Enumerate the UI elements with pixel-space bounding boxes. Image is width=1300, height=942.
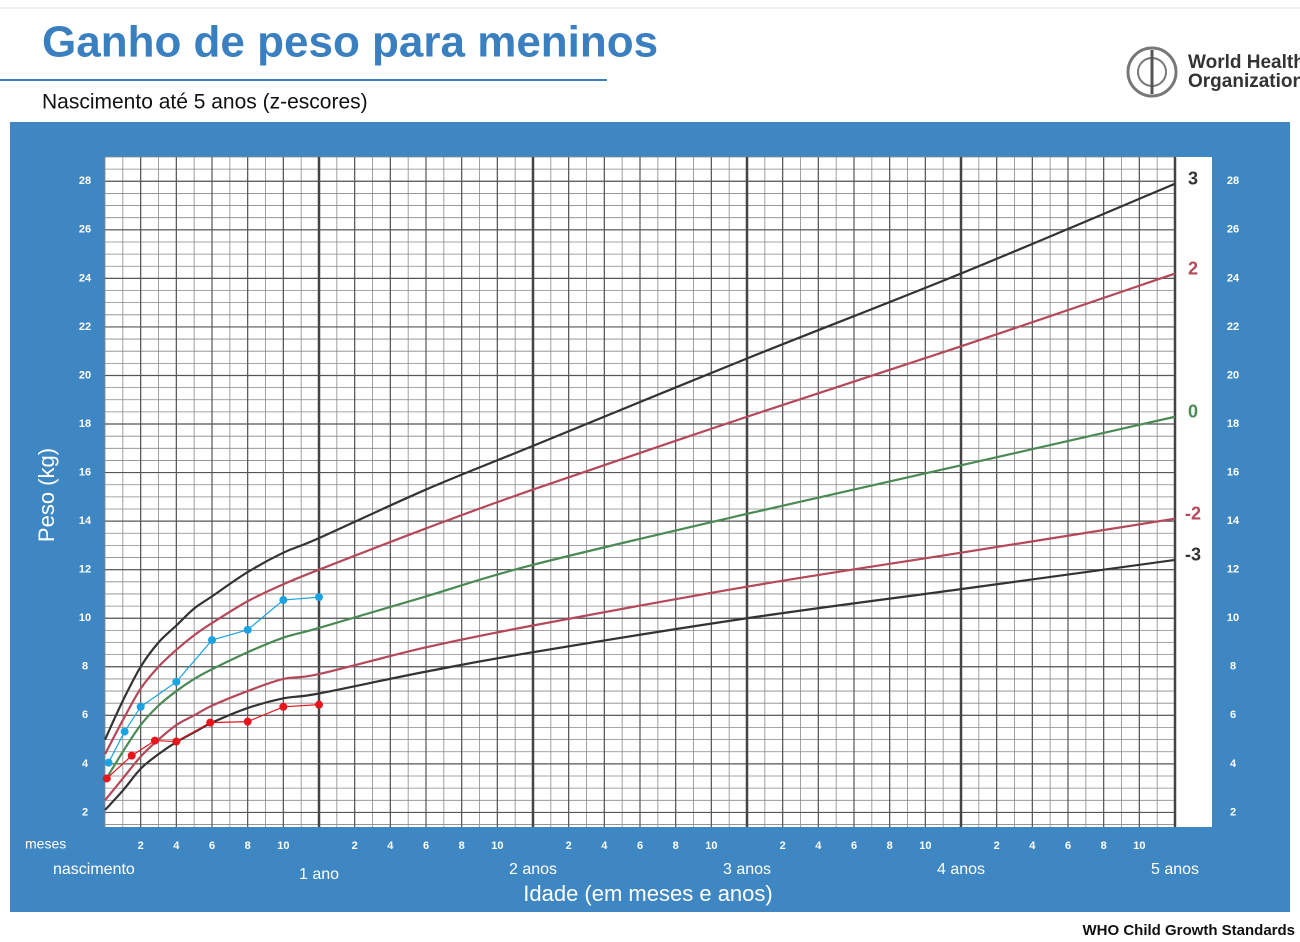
- year-label: 5 anos: [1151, 861, 1199, 878]
- x-tick-label: 6: [851, 840, 857, 852]
- z-score-curve: [104, 558, 1176, 811]
- y-tick-label: 4: [82, 758, 89, 770]
- y-tick-label: 28: [79, 175, 91, 187]
- y-tick-label: 6: [1230, 709, 1236, 721]
- measurement-line: [106, 704, 320, 779]
- x-tick-label: 6: [637, 840, 643, 852]
- y-tick-label: 14: [1227, 515, 1240, 527]
- x-tick-label: 8: [1101, 840, 1107, 852]
- x-tick-label: 10: [491, 840, 503, 852]
- measurement-point: [206, 718, 215, 727]
- x-tick-label: 8: [673, 840, 679, 852]
- y-tick-label: 2: [1230, 806, 1236, 818]
- measurement-point: [208, 636, 216, 645]
- y-tick-label: 18: [1227, 418, 1239, 430]
- x-tick-label: 2: [352, 840, 358, 852]
- y-tick-label: 16: [1227, 466, 1239, 478]
- measurement-point: [104, 758, 113, 767]
- year-label: 3 anos: [723, 861, 771, 878]
- org-name: Organization: [1188, 71, 1300, 92]
- y-axis-label: Peso (kg): [34, 448, 59, 542]
- year-label: 2 anos: [509, 861, 557, 878]
- source-note: WHO Child Growth Standards: [1083, 922, 1296, 939]
- y-tick-label: 18: [79, 418, 91, 430]
- x-tick-label: 4: [173, 840, 180, 852]
- year-label: nascimento: [53, 861, 135, 878]
- measurement-point: [243, 717, 252, 726]
- x-tick-label: 6: [1065, 840, 1071, 852]
- y-tick-label: 12: [79, 564, 91, 576]
- who-emblem: [1126, 46, 1178, 98]
- org-name: World Health: [1188, 52, 1300, 73]
- grid: [104, 156, 1177, 827]
- measurement-point: [279, 702, 288, 711]
- measurement-point: [127, 751, 136, 760]
- y-tick-label: 6: [82, 709, 88, 721]
- y-tick-label: 8: [82, 661, 88, 673]
- x-tick-label: 4: [1029, 840, 1036, 852]
- plot-area: [105, 157, 1212, 827]
- x-axis-label: Idade (em meses e anos): [523, 881, 772, 906]
- x-tick-label: 2: [780, 840, 786, 852]
- measurement-point: [243, 625, 252, 634]
- y-tick-label: 22: [1227, 321, 1239, 333]
- measurement-point: [120, 727, 129, 736]
- x-tick-label: 2: [138, 840, 144, 852]
- y-tick-label: 22: [79, 321, 91, 333]
- y-tick-label: 8: [1230, 661, 1236, 673]
- y-tick-label: 24: [1227, 272, 1240, 284]
- curve-label: -2: [1185, 503, 1201, 523]
- curve-label: 2: [1188, 258, 1198, 278]
- y-tick-label: 20: [79, 369, 91, 381]
- measurement-line: [108, 596, 320, 763]
- y-tick-label: 20: [1227, 369, 1239, 381]
- y-tick-label: 4: [1230, 758, 1237, 770]
- z-score-curve: [104, 272, 1176, 755]
- chart-title: Ganho de peso para meninos: [42, 18, 658, 67]
- measurement-point: [136, 702, 145, 711]
- x-tick-label: 10: [1133, 840, 1145, 852]
- x-tick-label: 4: [815, 840, 822, 852]
- x-tick-label: 2: [994, 840, 1000, 852]
- curve-label: -3: [1185, 545, 1201, 565]
- curve-label: 0: [1188, 401, 1198, 421]
- x-tick-label: 10: [277, 840, 289, 852]
- measurement-point: [150, 736, 159, 745]
- chart-subtitle: Nascimento até 5 anos (z-escores): [42, 91, 368, 114]
- y-tick-label: 14: [79, 515, 92, 527]
- measurement-point: [172, 737, 181, 746]
- measurement-point: [172, 677, 181, 686]
- y-tick-label: 26: [79, 224, 91, 236]
- year-label: 1 ano: [299, 866, 339, 883]
- x-tick-label: 4: [601, 840, 608, 852]
- y-tick-label: 28: [1227, 175, 1239, 187]
- y-tick-label: 12: [1227, 564, 1239, 576]
- z-score-curve: [104, 182, 1176, 741]
- x-tick-label: 6: [209, 840, 215, 852]
- x-tick-label: 8: [887, 840, 893, 852]
- x-tick-label: 8: [245, 840, 251, 852]
- x-tick-label: 10: [919, 840, 931, 852]
- y-tick-label: 24: [79, 272, 92, 284]
- x-tick-label: 8: [459, 840, 465, 852]
- year-label: 4 anos: [937, 861, 985, 878]
- y-tick-label: 10: [1227, 612, 1239, 624]
- y-tick-label: 10: [79, 612, 91, 624]
- x-tick-label: 4: [387, 840, 394, 852]
- x-tick-label: 10: [705, 840, 717, 852]
- measurement-point: [279, 596, 288, 605]
- x-tick-label: 2: [566, 840, 572, 852]
- x-unit-label: meses: [25, 836, 66, 852]
- y-tick-label: 26: [1227, 224, 1239, 236]
- curve-label: 3: [1188, 168, 1198, 188]
- x-tick-label: 6: [423, 840, 429, 852]
- y-tick-label: 16: [79, 466, 91, 478]
- measurement-point: [102, 774, 111, 783]
- y-tick-label: 2: [82, 806, 88, 818]
- measurement-point: [315, 700, 323, 709]
- measurement-point: [315, 593, 323, 602]
- z-score-curve: [104, 415, 1176, 782]
